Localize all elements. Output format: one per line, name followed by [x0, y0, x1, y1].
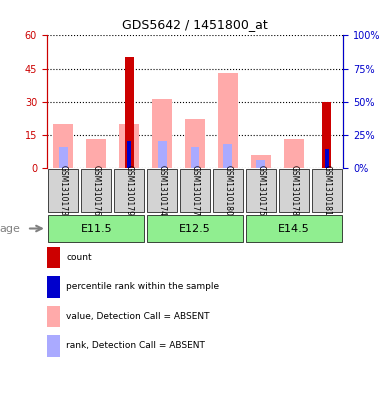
Bar — [251, 155, 271, 168]
Bar — [218, 73, 238, 168]
Bar — [125, 57, 134, 168]
FancyBboxPatch shape — [114, 169, 144, 213]
Text: GSM1310176: GSM1310176 — [92, 165, 101, 216]
Bar — [119, 124, 139, 168]
FancyBboxPatch shape — [48, 169, 78, 213]
Text: E11.5: E11.5 — [80, 224, 112, 233]
Bar — [86, 139, 106, 168]
Bar — [223, 144, 232, 168]
FancyBboxPatch shape — [246, 169, 276, 213]
FancyBboxPatch shape — [312, 169, 342, 213]
FancyBboxPatch shape — [48, 215, 144, 242]
Text: percentile rank within the sample: percentile rank within the sample — [66, 283, 220, 291]
Text: value, Detection Call = ABSENT: value, Detection Call = ABSENT — [66, 312, 210, 321]
Bar — [59, 147, 68, 168]
Text: rank, Detection Call = ABSENT: rank, Detection Call = ABSENT — [66, 342, 205, 350]
Bar — [185, 119, 205, 168]
Bar — [256, 160, 265, 168]
Bar — [322, 102, 331, 168]
Text: age: age — [0, 224, 20, 233]
FancyBboxPatch shape — [213, 169, 243, 213]
FancyBboxPatch shape — [279, 169, 308, 213]
Bar — [53, 124, 73, 168]
Bar — [158, 141, 167, 168]
Text: count: count — [66, 253, 92, 262]
FancyBboxPatch shape — [82, 169, 111, 213]
FancyBboxPatch shape — [180, 169, 210, 213]
Text: GSM1310175: GSM1310175 — [256, 165, 265, 216]
FancyBboxPatch shape — [246, 215, 342, 242]
Bar — [127, 141, 131, 168]
Bar — [324, 149, 329, 168]
Text: GSM1310181: GSM1310181 — [322, 165, 331, 216]
Bar — [152, 99, 172, 168]
Text: GSM1310180: GSM1310180 — [223, 165, 232, 216]
Text: E12.5: E12.5 — [179, 224, 211, 233]
Text: GSM1310178: GSM1310178 — [289, 165, 298, 216]
Bar — [284, 139, 304, 168]
FancyBboxPatch shape — [147, 215, 243, 242]
Text: GDS5642 / 1451800_at: GDS5642 / 1451800_at — [122, 18, 268, 31]
Text: E14.5: E14.5 — [278, 224, 310, 233]
Text: GSM1310173: GSM1310173 — [59, 165, 68, 216]
Bar — [191, 147, 199, 168]
Text: GSM1310179: GSM1310179 — [125, 165, 134, 216]
FancyBboxPatch shape — [147, 169, 177, 213]
Text: GSM1310177: GSM1310177 — [190, 165, 200, 216]
Text: GSM1310174: GSM1310174 — [158, 165, 167, 216]
